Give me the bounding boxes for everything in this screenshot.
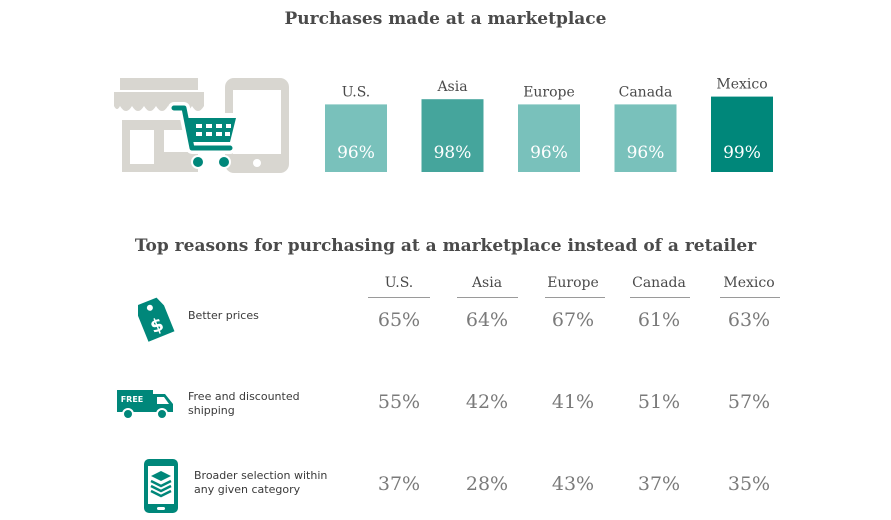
bar-mexico: [711, 96, 773, 172]
column-rule: [545, 297, 605, 298]
bar-asia: [421, 99, 484, 172]
table-cell: 67%: [551, 309, 595, 331]
column-header-asia: Asia: [471, 275, 503, 291]
reason-label-broader-selection: Broader selection within any given categ…: [194, 469, 328, 496]
reasons-table-title: Top reasons for purchasing at a marketpl…: [134, 236, 757, 256]
column-rule: [630, 297, 690, 298]
dollar-price-tag-icon: $: [137, 297, 175, 342]
table-cell: 41%: [551, 391, 595, 413]
bar-value-label: 96%: [530, 143, 568, 163]
table-cell: 42%: [465, 391, 509, 413]
marketplace-purchase-bar-chart: U.S. 96% Asia 98% Europe 96% Canada 96% Mexico 99…: [325, 77, 773, 172]
reason-label-better-prices: Better prices: [188, 309, 259, 322]
bar-value-label: 98%: [434, 143, 472, 163]
bar-europe: [518, 104, 580, 172]
table-cell: 28%: [465, 473, 509, 495]
table-cell: 63%: [727, 309, 771, 331]
stacked-layers-phone-icon: [144, 459, 178, 513]
table-cell: 35%: [727, 473, 771, 495]
column-header-mexico: Mexico: [723, 275, 775, 291]
column-rule: [457, 297, 518, 298]
column-header-us: U.S.: [384, 275, 414, 291]
table-cell: 43%: [551, 473, 595, 495]
free-delivery-truck-icon: FREE: [117, 390, 173, 420]
table-cell: 65%: [377, 309, 421, 331]
bar-us: [325, 104, 387, 172]
storefront-illustration: [114, 78, 289, 173]
column-header-europe: Europe: [547, 275, 599, 291]
table-cell: 55%: [377, 391, 421, 413]
shopping-cart-icon: [168, 102, 241, 169]
bar-value-label: 96%: [627, 143, 665, 163]
column-rule: [720, 297, 780, 298]
column-rule: [368, 297, 430, 298]
bar-value-label: 96%: [337, 143, 375, 163]
table-cell: 51%: [637, 391, 681, 413]
table-cell: 61%: [637, 309, 681, 331]
truck-free-text: FREE: [121, 395, 144, 404]
table-cell: 64%: [465, 309, 509, 331]
bar-category-label: Mexico: [716, 77, 767, 93]
reason-label-free-shipping: Free and discounted shipping: [188, 390, 300, 417]
bar-canada: [614, 104, 677, 172]
table-cell: 37%: [377, 473, 421, 495]
bar-category-label: Asia: [436, 79, 467, 95]
column-header-canada: Canada: [632, 275, 686, 291]
bar-category-label: U.S.: [342, 84, 371, 100]
bar-category-label: Canada: [619, 84, 673, 100]
table-cell: 37%: [637, 473, 681, 495]
bar-category-label: Europe: [523, 84, 575, 100]
table-cell: 57%: [727, 391, 771, 413]
tablet-icon: [225, 78, 289, 173]
bar-value-label: 99%: [723, 143, 761, 163]
chart-title: Purchases made at a marketplace: [284, 9, 607, 29]
